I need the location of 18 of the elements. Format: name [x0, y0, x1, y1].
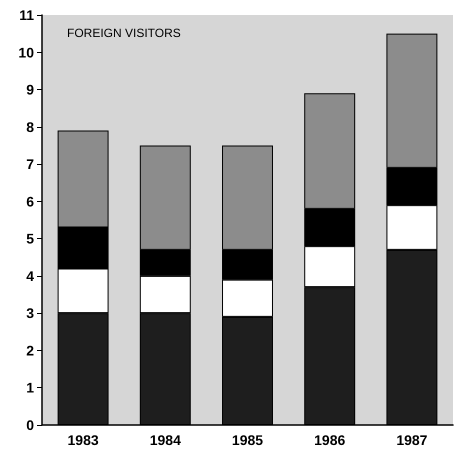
y-tick-label: 10: [18, 44, 34, 60]
text: FOREIGN VISITORS: [67, 26, 181, 40]
y-tick-label: 4: [26, 268, 34, 284]
y-tick-label: 1: [26, 380, 34, 396]
x-tick-label: 1985: [232, 432, 264, 448]
x-tick-label: 1987: [396, 432, 428, 448]
y-tick-label: 3: [26, 305, 34, 322]
y-tick-label: 7: [26, 156, 34, 172]
x-tick-label: 1984: [150, 432, 182, 448]
y-tick-label: 8: [26, 118, 34, 135]
y-tick-label: 0: [26, 417, 34, 433]
y-tick-label: 11: [19, 7, 34, 23]
y-tick-label: 6: [26, 193, 34, 210]
y-tick-label: 9: [26, 82, 34, 98]
y-tick-label: 5: [26, 230, 34, 247]
x-tick-label: 1986: [314, 432, 346, 448]
x-tick-label: 1983: [68, 432, 99, 448]
y-tick-label: 2: [26, 342, 34, 358]
